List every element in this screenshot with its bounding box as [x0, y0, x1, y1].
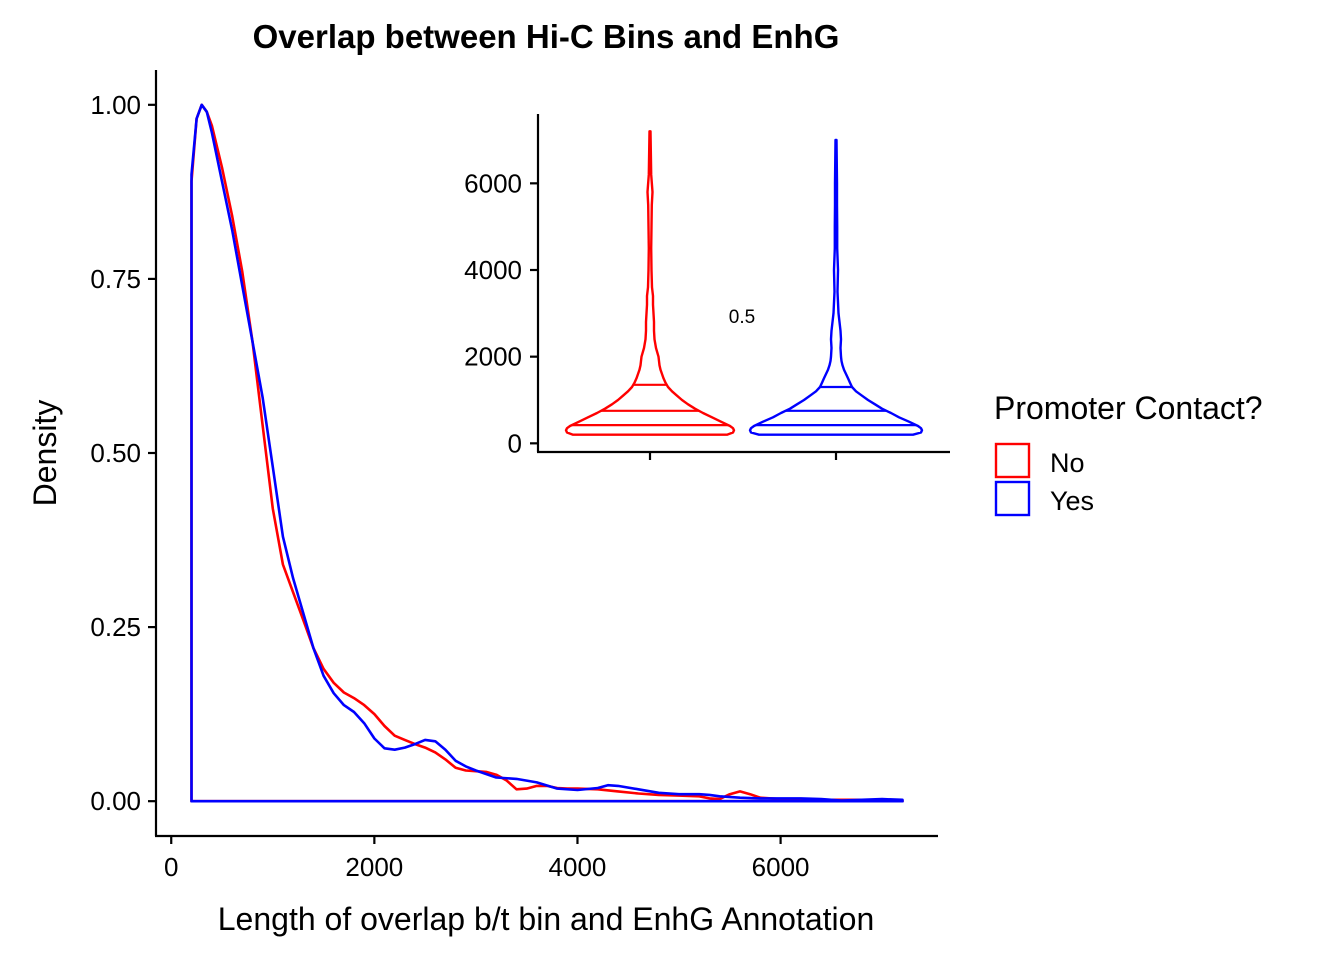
inset-y-tick-label: 0: [508, 428, 522, 458]
inset-x-axis-ticks: [648, 452, 838, 460]
violin-no: [564, 130, 736, 436]
y-axis-ticks: 0.00 0.25 0.50 0.75 1.00: [90, 90, 156, 816]
inset-violin-plot: 0 2000 4000 6000 0.5: [464, 114, 950, 460]
x-tick-label: 6000: [752, 852, 810, 882]
legend-label-yes: Yes: [1050, 486, 1094, 516]
y-tick-label: 1.00: [90, 90, 141, 120]
inset-y-axis-ticks: 0 2000 4000 6000: [464, 168, 538, 458]
violin-yes: [748, 138, 924, 436]
legend-title: Promoter Contact?: [994, 390, 1263, 426]
y-axis-title: Density: [27, 400, 63, 507]
legend-key-yes: [994, 480, 1031, 517]
density-series: [190, 103, 904, 803]
legend-label-no: No: [1050, 448, 1085, 478]
x-tick-label: 2000: [345, 852, 403, 882]
x-axis-title: Length of overlap b/t bin and EnhG Annot…: [218, 901, 875, 937]
main-plot-area: 0.000.250.500.751.00 0 2000 4000 6000: [90, 70, 938, 882]
y-tick-label: 0.25: [90, 612, 141, 642]
y-tick-label: 0.50: [90, 438, 141, 468]
x-tick-label: 0: [164, 852, 178, 882]
inset-violins: [564, 130, 924, 436]
legend-key-no: [994, 442, 1031, 479]
x-tick-label: 4000: [549, 852, 607, 882]
inset-y-tick-label: 2000: [464, 342, 522, 372]
density-line-yes: [190, 103, 904, 803]
legend: Promoter Contact? No Yes: [994, 390, 1263, 517]
y-tick-label: 0.75: [90, 264, 141, 294]
y-tick-label: 0.00: [90, 786, 141, 816]
inset-y-tick-label: 6000: [464, 168, 522, 198]
chart-title: Overlap between Hi-C Bins and EnhG: [253, 18, 840, 55]
legend-items: No Yes: [994, 442, 1094, 517]
inset-y-tick-label: 4000: [464, 255, 522, 285]
x-axis-ticks: 0 2000 4000 6000: [164, 836, 810, 882]
inset-annotation: 0.5: [729, 307, 755, 328]
